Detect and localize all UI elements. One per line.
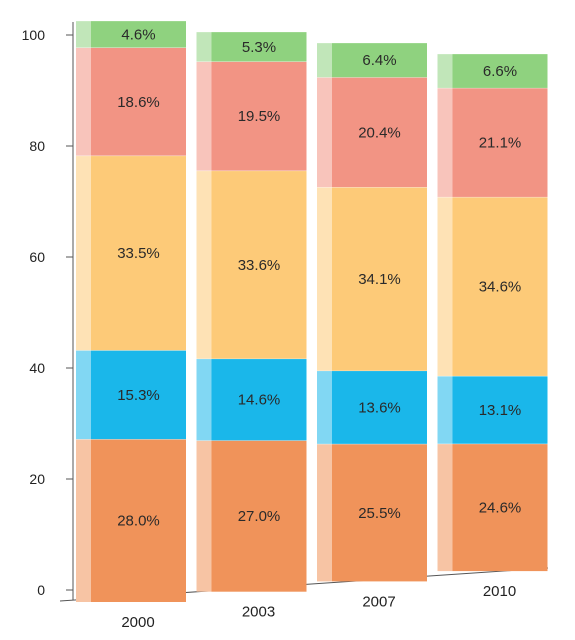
- bar-segment-side: [437, 197, 453, 377]
- bar-segment: [332, 187, 427, 371]
- y-tick-label: 60: [29, 249, 45, 265]
- bar-segment-side: [196, 170, 212, 359]
- bar-segment: [91, 155, 186, 351]
- bar-segment: [452, 54, 548, 89]
- bar-segment: [211, 440, 307, 592]
- data-label: 33.5%: [117, 245, 160, 262]
- bar-segment-side: [196, 61, 212, 171]
- y-tick-label: 100: [22, 27, 46, 43]
- data-label: 25.5%: [358, 505, 401, 522]
- data-label: 21.1%: [479, 135, 522, 152]
- data-label: 20.4%: [358, 124, 401, 141]
- bar-segment-side: [437, 54, 453, 89]
- bar-segment: [452, 197, 548, 377]
- x-category-label: 2000: [121, 614, 154, 631]
- bars-layer: [76, 20, 548, 602]
- y-ticks: 0 20 40 60 80 100: [22, 27, 73, 598]
- bar-segment-side: [437, 443, 453, 572]
- y-tick-label: 80: [29, 138, 45, 154]
- bar-segment: [452, 376, 548, 444]
- bar-segment: [91, 21, 186, 48]
- data-label: 18.6%: [117, 94, 160, 111]
- x-category-label: 2003: [242, 604, 275, 621]
- data-label: 5.3%: [242, 39, 276, 56]
- data-label: 13.1%: [479, 402, 522, 419]
- bar-segment-side: [76, 439, 91, 602]
- data-label: 6.6%: [483, 63, 517, 80]
- data-label: 28.0%: [117, 513, 160, 530]
- data-label: 24.6%: [479, 499, 522, 516]
- y-tick-label: 40: [29, 360, 45, 376]
- bar-segment-side: [317, 370, 332, 445]
- data-label: 13.6%: [358, 399, 401, 416]
- bar-segment-side: [317, 77, 332, 188]
- bar-segment-side: [76, 350, 91, 440]
- data-label: 15.3%: [117, 387, 160, 404]
- bar-segment: [452, 88, 548, 198]
- x-category-label: 2010: [483, 583, 516, 600]
- bar-segment: [332, 370, 427, 445]
- bar-segment: [211, 170, 307, 359]
- data-label: 14.6%: [238, 392, 281, 409]
- bar-segment-side: [437, 88, 453, 198]
- data-label: 34.1%: [358, 271, 401, 288]
- bar-segment: [332, 77, 427, 188]
- bar-segment-side: [196, 440, 212, 592]
- x-category-label: 2007: [362, 593, 395, 610]
- bar-segment: [91, 350, 186, 440]
- bar-segment: [91, 439, 186, 602]
- bar-segment-side: [317, 187, 332, 371]
- labels-layer: 28.0% 15.3% 33.5% 18.6% 4.6% 2000 27.0% 14.6% 33…: [117, 26, 521, 631]
- bar-segment-side: [437, 376, 453, 444]
- bar-segment-side: [196, 32, 212, 62]
- bar-segment: [211, 61, 307, 171]
- bar-segment-side: [317, 43, 332, 78]
- bar-segment: [332, 444, 427, 582]
- data-label: 34.6%: [479, 279, 522, 296]
- bar-segment-side: [317, 444, 332, 582]
- data-label: 6.4%: [362, 52, 396, 69]
- data-label: 4.6%: [121, 26, 155, 43]
- bar-segment-side: [76, 21, 91, 48]
- bar-segment-side: [196, 358, 212, 441]
- bar-segment-side: [76, 47, 91, 156]
- bar-segment: [332, 43, 427, 78]
- y-tick-label: 20: [29, 471, 45, 487]
- bar-segment: [452, 443, 548, 572]
- data-label: 19.5%: [238, 108, 281, 125]
- bar-segment: [211, 358, 307, 441]
- data-label: 27.0%: [238, 508, 281, 525]
- y-tick-label: 0: [37, 582, 45, 598]
- data-label: 33.6%: [238, 257, 281, 274]
- bar-segment-side: [76, 155, 91, 351]
- bar-segment: [91, 47, 186, 156]
- bar-segment: [211, 32, 307, 62]
